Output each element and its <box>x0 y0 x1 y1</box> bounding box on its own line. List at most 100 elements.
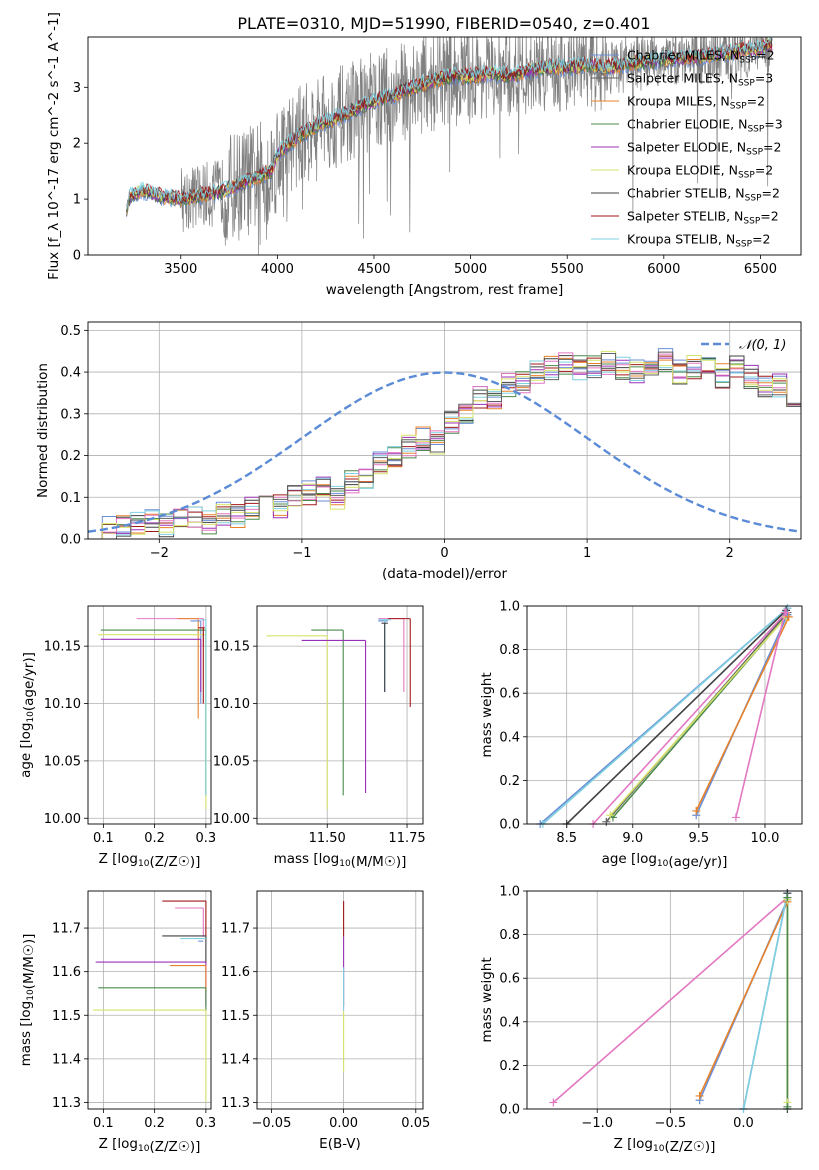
y-tick-label: 1 <box>73 193 81 208</box>
x-tick-label: −2 <box>150 546 169 561</box>
x-tick-label: 2 <box>726 546 734 561</box>
y-tick-label: 2 <box>73 137 81 152</box>
figure-title: PLATE=0310, MJD=51990, FIBERID=0540, z=0… <box>237 14 650 33</box>
weight-marker <box>695 1091 704 1100</box>
y-tick-label: 10.10 <box>44 697 81 712</box>
x-tick-label: 0 <box>440 546 448 561</box>
x-tick-label: 11.75 <box>388 831 425 846</box>
weight-marker <box>606 811 615 820</box>
weight-marker <box>782 608 791 617</box>
legend-label: 𝒩(0, 1) <box>739 338 786 353</box>
axes-frame <box>526 890 803 1110</box>
weight-line <box>698 901 789 1097</box>
histogram-step <box>88 351 801 539</box>
weight-line <box>742 893 789 1109</box>
axes-frame <box>256 890 424 1110</box>
y-tick-label: 0.2 <box>499 774 520 789</box>
legend-label: Chabrier MILES, NSSP=2 <box>627 48 775 66</box>
y-axis-label: mass [log10(M/M☉)] <box>18 934 37 1067</box>
plot-area <box>552 893 789 1109</box>
y-tick-label: 10.00 <box>44 812 81 827</box>
x-tick-label: 3500 <box>164 262 197 277</box>
weight-line <box>695 616 790 812</box>
y-tick-label: 11.4 <box>52 1052 81 1067</box>
y-tick-label: 0.6 <box>499 972 520 987</box>
x-axis-label: wavelength [Angstrom, rest frame] <box>326 282 564 298</box>
x-tick-label: 11.50 <box>309 831 346 846</box>
y-tick-label: 10.15 <box>44 640 81 655</box>
y-tick-label: 0.3 <box>60 407 81 422</box>
panel-mass-vs-z: 0.1 0.2 0.3 11.3 11.4 11.5 11.6 11.7 Z [log10(Z/… <box>18 890 217 1155</box>
x-tick-label: 0.1 <box>93 831 114 846</box>
y-tick-label: 10.10 <box>213 697 250 712</box>
x-axis-label: (data-model)/error <box>382 566 508 582</box>
y-tick-label: 10.15 <box>213 640 250 655</box>
x-tick-label: 0.3 <box>196 1116 217 1131</box>
y-tick-label: 0.4 <box>499 1015 520 1030</box>
y-tick-label: 11.6 <box>52 965 81 980</box>
y-tick-label: 3 <box>73 81 81 96</box>
y-axis-label: mass weight <box>479 672 495 757</box>
weight-marker <box>692 806 701 815</box>
panel-age-vs-mass: 11.50 11.75 10.00 10.05 10.10 10.15 mass [log1… <box>213 605 426 870</box>
panel-mass-weight-vs-age: 8.5 9.0 9.5 10.0 0.0 0.2 0.4 0.6 0.8 1.0 age [log1… <box>479 600 803 870</box>
axes-frame <box>256 605 424 825</box>
weight-line <box>542 607 789 824</box>
x-tick-label: 5000 <box>454 262 487 277</box>
x-axis-label: Z [log10(Z/Z☉)] <box>99 851 201 870</box>
weight-marker <box>784 612 793 621</box>
x-tick-label: 4500 <box>357 262 390 277</box>
y-tick-label: 0.2 <box>60 449 81 464</box>
x-tick-label: 9.0 <box>622 831 643 846</box>
x-tick-label: 0.2 <box>144 1116 165 1131</box>
y-tick-label: 0.2 <box>499 1059 520 1074</box>
y-tick-label: 0.8 <box>499 643 520 658</box>
x-tick-label: 9.5 <box>689 831 710 846</box>
y-tick-label: 11.7 <box>221 922 250 937</box>
x-tick-label: 0.00 <box>329 1116 358 1131</box>
x-tick-label: 0.1 <box>93 1116 114 1131</box>
weight-marker <box>783 1102 792 1111</box>
y-tick-label: 10.05 <box>44 754 81 769</box>
x-tick-label: 0.2 <box>144 831 165 846</box>
x-axis-label: mass [log10(M/M☉)] <box>274 851 407 870</box>
y-tick-label: 0 <box>73 249 81 264</box>
plot-area <box>93 900 207 1103</box>
axes-frame <box>87 890 212 1110</box>
legend-label: Kroupa STELIB, NSSP=2 <box>627 232 771 250</box>
y-tick-label: 0.5 <box>60 324 81 339</box>
y-tick-label: 11.5 <box>52 1009 81 1024</box>
plot-area <box>98 618 207 810</box>
panel-age-vs-z: 0.1 0.2 0.3 10.00 10.05 10.10 10.15 Z [log10(Z/… <box>18 605 217 870</box>
x-axis-label: Z [log10(Z/Z☉)] <box>99 1136 201 1155</box>
axes-frame <box>87 321 802 540</box>
legend-label: Salpeter STELIB, NSSP=2 <box>627 209 779 227</box>
axes-frame <box>526 605 803 825</box>
weight-line <box>609 616 787 816</box>
y-tick-label: 1.0 <box>499 885 520 900</box>
y-tick-label: 0.4 <box>499 730 520 745</box>
y-axis-label: Normed distribution <box>35 363 51 498</box>
plot-area <box>126 37 773 255</box>
x-axis-label: E(B-V) <box>319 1136 361 1152</box>
x-tick-label: −0.5 <box>655 1116 687 1131</box>
legend-label: Chabrier STELIB, NSSP=2 <box>627 186 780 204</box>
y-tick-label: 0.6 <box>499 687 520 702</box>
plot-area <box>266 618 411 810</box>
x-tick-label: 6000 <box>647 262 680 277</box>
y-tick-label: 11.5 <box>221 1009 250 1024</box>
y-tick-label: 10.00 <box>213 812 250 827</box>
weight-marker <box>602 817 611 826</box>
x-tick-label: 5500 <box>551 262 584 277</box>
x-axis-label: age [log10(age/yr)] <box>602 851 728 870</box>
legend-label: Kroupa ELODIE, NSSP=2 <box>627 163 773 181</box>
weight-marker <box>783 893 792 902</box>
x-tick-label: 0.0 <box>733 1116 754 1131</box>
weight-line <box>735 612 786 818</box>
x-tick-label: 0.3 <box>196 831 217 846</box>
y-tick-label: 1.0 <box>499 600 520 615</box>
y-tick-label: 10.05 <box>213 754 250 769</box>
x-tick-label: 4000 <box>261 262 294 277</box>
y-tick-label: 11.3 <box>52 1096 81 1111</box>
legend-label: Chabrier ELODIE, NSSP=3 <box>627 117 783 135</box>
